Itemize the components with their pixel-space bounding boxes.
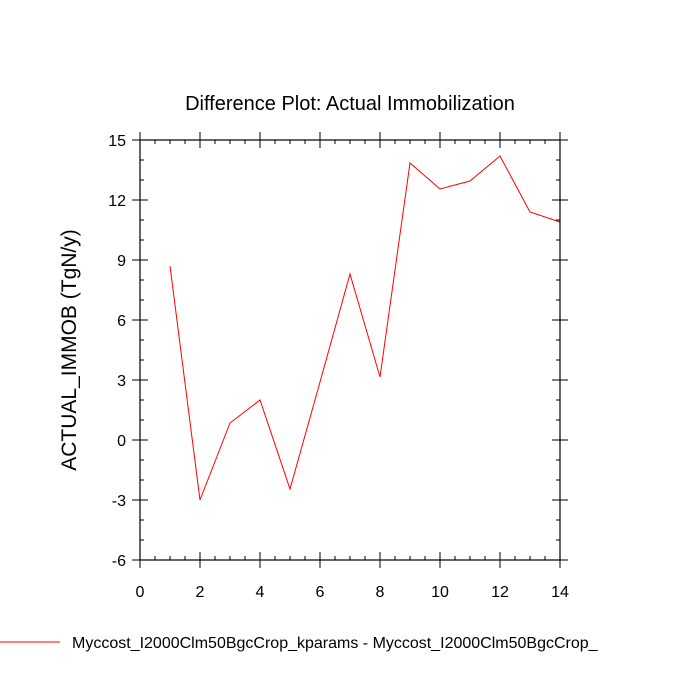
- legend-label: Myccost_I2000Clm50BgcCrop_kparams - Mycc…: [72, 635, 599, 652]
- y-tick-label: -6: [112, 553, 126, 570]
- ticks-layer: 0 2 4 6 8 10 12 14 -6 -3 0 3 6 9 12 15: [108, 132, 569, 601]
- y-tick-label: -3: [112, 493, 126, 510]
- x-tick-label: 14: [551, 584, 569, 601]
- x-tick-label: 12: [491, 584, 509, 601]
- y-tick-label: 6: [117, 313, 126, 330]
- x-tick-label: 0: [136, 584, 145, 601]
- x-tick-label: 6: [316, 584, 325, 601]
- x-tick-label: 2: [196, 584, 205, 601]
- y-tick-label: 9: [117, 253, 126, 270]
- y-tick-label: 3: [117, 373, 126, 390]
- y-axis-label: ACTUAL_IMMOB (TgN/y): [58, 229, 81, 471]
- y-tick-label: 0: [117, 433, 126, 450]
- chart-title: Difference Plot: Actual Immobilization: [185, 93, 515, 115]
- x-tick-label: 4: [256, 584, 265, 601]
- series-line-0: [169, 155, 561, 501]
- y-tick-label: 12: [108, 193, 126, 210]
- y-tick-label: 15: [108, 133, 126, 150]
- x-tick-label: 10: [431, 584, 449, 601]
- x-tick-label: 8: [376, 584, 385, 601]
- legend: Myccost_I2000Clm50BgcCrop_kparams - Mycc…: [0, 635, 599, 652]
- plot-frame: [139, 139, 561, 561]
- series-layer: [169, 155, 561, 501]
